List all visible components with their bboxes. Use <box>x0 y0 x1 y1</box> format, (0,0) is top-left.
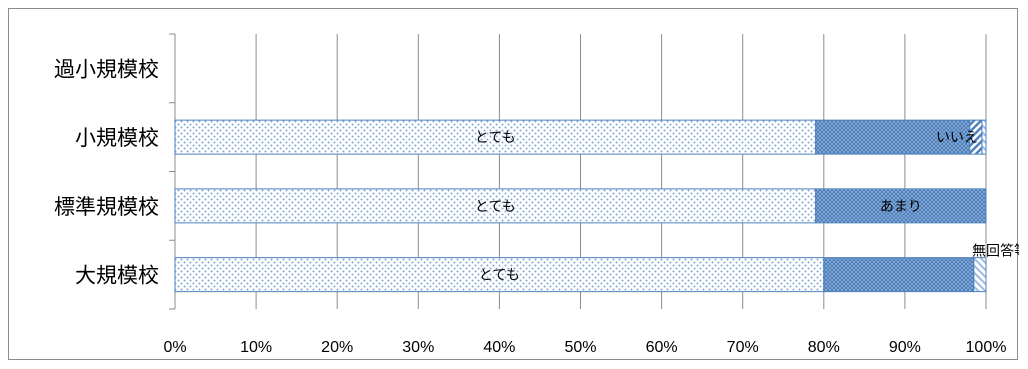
bar-segment <box>823 257 975 293</box>
x-tick-label: 0% <box>163 339 186 356</box>
x-tick-label: 60% <box>646 339 678 356</box>
x-tick-label: 40% <box>483 339 515 356</box>
category-label: 小規模校 <box>75 126 159 150</box>
bar-segment <box>981 119 987 155</box>
category-label: 標準規模校 <box>54 195 159 219</box>
bar-segment <box>815 188 987 224</box>
x-tick-label: 80% <box>808 339 840 356</box>
data-label: とても <box>475 199 516 215</box>
data-label: いいえ <box>936 130 978 146</box>
x-tick-label: 10% <box>240 339 272 356</box>
bar-segment <box>973 257 987 293</box>
x-tick-label: 90% <box>889 339 921 356</box>
chart-frame: 過小規模校小規模校標準規模校大規模校 0% 10% 20% 30% 40% 50% 60% 7… <box>8 8 1019 360</box>
category-label: 大規模校 <box>75 264 159 288</box>
x-tick-label: 70% <box>727 339 759 356</box>
bar-segment <box>174 188 817 224</box>
x-tick-label: 30% <box>402 339 434 356</box>
x-tick-label: 100% <box>966 339 1007 356</box>
category-label: 過小規模校 <box>54 57 159 81</box>
bar-segment <box>815 119 971 155</box>
data-label: 無回答等 <box>972 243 1019 260</box>
data-label: とても <box>475 130 516 146</box>
x-tick-label: 20% <box>321 339 353 356</box>
data-label: とても <box>479 268 520 284</box>
x-tick-label: 50% <box>564 339 596 356</box>
bar-segment <box>174 119 817 155</box>
data-label: あまり <box>880 199 922 215</box>
